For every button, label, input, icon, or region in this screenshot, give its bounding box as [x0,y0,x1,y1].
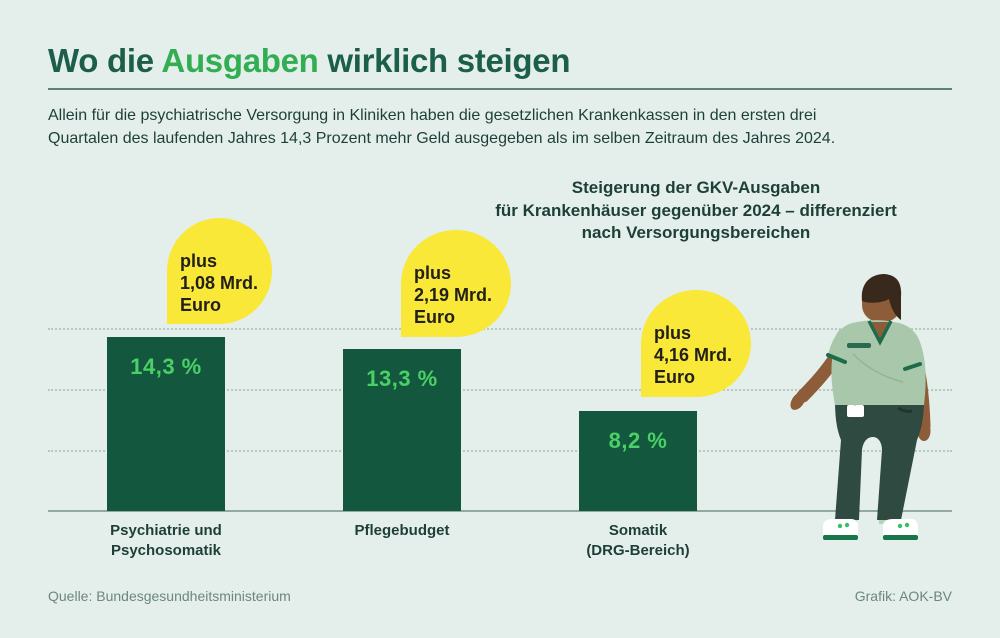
category-line: (DRG-Bereich) [586,542,690,559]
category-label-somatik: Somatik (DRG-Bereich) [543,521,733,561]
annotation-bubble-somatik: plus 4,16 Mrd. Euro [641,290,751,397]
bubble-line: 1,08 Mrd. [180,273,259,293]
chart-title-line-3: nach Versorgungsbereichen [581,223,811,242]
category-line: Somatik [608,522,668,539]
bubble-line: Euro [654,367,696,387]
graphic-credit: Grafik: AOK-BV [854,588,952,604]
intro-line-1: Allein für die psychiatrische Versorgung… [48,107,817,124]
category-label-pflegebudget: Pflegebudget [307,521,497,541]
gridline-middle [48,389,952,391]
healthcare-worker-illustration [790,274,931,540]
title-divider [48,88,952,90]
bar-somatik: 8,2 % [579,411,697,511]
bar-pflegebudget: 13,3 % [343,349,461,511]
title-suffix: wirklich steigen [318,42,571,79]
bubble-line: plus [414,263,452,283]
bubble-line: 2,19 Mrd. [414,285,493,305]
page-title: Wo die Ausgaben wirklich steigen [48,42,570,80]
bubble-line: 4,16 Mrd. [654,345,733,365]
chart-title: Steigerung der GKV-Ausgaben für Krankenh… [446,177,946,245]
chart-title-line-1: Steigerung der GKV-Ausgaben [571,178,821,197]
category-line: Psychiatrie und [110,522,222,539]
annotation-bubble-pflegebudget: plus 2,19 Mrd. Euro [401,230,511,337]
source-credit: Quelle: Bundesgesundheitsministerium [48,588,291,604]
category-line: Pflegebudget [354,522,450,539]
bubble-line: plus [180,251,218,271]
bar-value-label: 8,2 % [608,428,668,453]
chart-title-line-2: für Krankenhäuser gegenüber 2024 – diffe… [495,200,897,220]
bubble-line: plus [654,323,692,343]
bar-value-label: 14,3 % [130,354,202,379]
intro-line-2: Quartalen des laufenden Jahres 14,3 Proz… [48,130,836,147]
category-line: Psychosomatik [110,542,222,559]
gridline-top [48,328,952,330]
intro-paragraph: Allein für die psychiatrische Versorgung… [48,104,958,150]
bubble-line: Euro [180,295,222,315]
bubble-line: Euro [414,307,456,327]
title-highlight: Ausgaben [161,42,319,79]
bar-value-label: 13,3 % [366,366,438,391]
x-axis-baseline [48,510,952,512]
title-prefix: Wo die [48,42,162,79]
annotation-bubble-psychiatrie: plus 1,08 Mrd. Euro [167,218,272,324]
bar-psychiatrie: 14,3 % [107,337,225,511]
gridline-bottom [48,450,952,452]
category-label-psychiatrie: Psychiatrie und Psychosomatik [71,521,261,561]
